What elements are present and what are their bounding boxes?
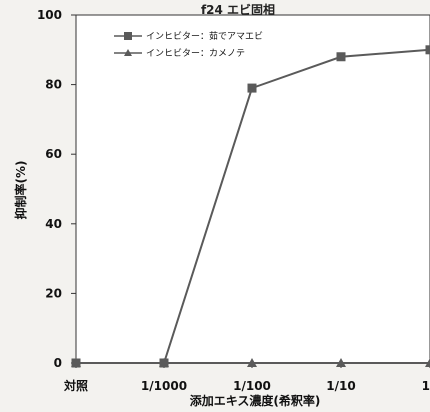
legend-marker-square [124, 32, 132, 40]
data-point-triangle [247, 358, 257, 367]
y-axis-ticks: 0 20 40 60 80 100 [37, 8, 76, 370]
y-tick-label: 80 [45, 78, 62, 92]
series-layer [71, 45, 430, 368]
x-tick-label: 1 [422, 379, 430, 393]
data-point-triangle [425, 358, 430, 367]
y-axis-label: 抑制率(%) [13, 161, 28, 220]
y-tick-label: 40 [45, 217, 62, 231]
y-tick-label: 60 [45, 147, 62, 161]
y-tick-label: 20 [45, 286, 62, 300]
data-point-square [425, 45, 430, 55]
x-axis-label: 添加エキス濃度(希釈率) [190, 393, 321, 408]
legend-label-1: インヒビター：茹でアマエビ [146, 30, 263, 42]
y-tick-label: 0 [54, 356, 62, 370]
x-tick-label: 対照 [63, 378, 88, 393]
x-tick-label: 1/10 [326, 379, 355, 393]
data-point-triangle [159, 358, 169, 367]
legend-label-2: インヒビター：カメノテ [146, 48, 245, 59]
chart-title: f24 エビ固相 [201, 2, 275, 17]
x-axis-ticks: 対照 1/1000 1/100 1/10 1 [63, 363, 430, 393]
x-tick-label: 1/1000 [141, 379, 187, 393]
data-point-triangle [336, 358, 346, 367]
data-point-square [336, 52, 346, 62]
data-point-square [247, 83, 257, 93]
plot-area [75, 14, 430, 364]
legend-marker-triangle [124, 49, 132, 56]
x-tick-label: 1/100 [233, 379, 271, 393]
data-point-triangle [71, 358, 81, 367]
legend: インヒビター：茹でアマエビ インヒビター：カメノテ [114, 30, 263, 59]
y-tick-label: 100 [37, 8, 62, 22]
